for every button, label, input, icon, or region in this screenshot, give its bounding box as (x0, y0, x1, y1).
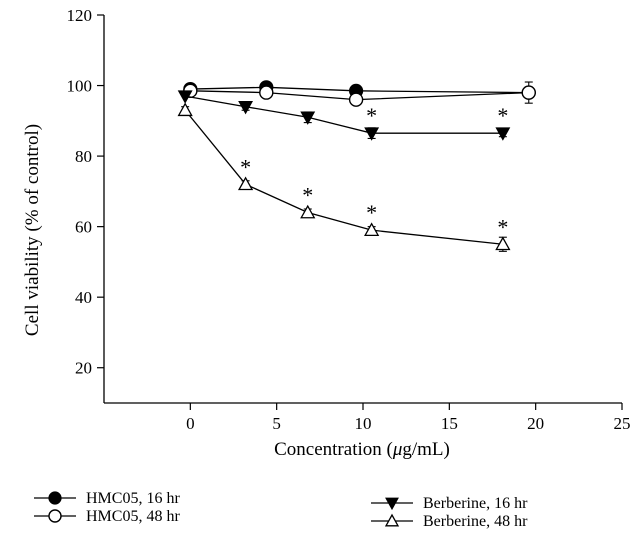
series-line (190, 86, 529, 94)
x-tick-label: 25 (614, 414, 631, 433)
x-tick-label: 20 (527, 414, 544, 433)
data-point-marker (238, 100, 254, 115)
significance-asterisk: * (497, 214, 508, 239)
data-point-marker (300, 111, 316, 125)
x-axis-label: Concentration (μg/mL) (274, 439, 450, 460)
series-2 (183, 81, 536, 107)
y-tick-label: 80 (75, 147, 92, 166)
series-line (190, 90, 529, 101)
x-tick-label: 0 (186, 414, 195, 433)
data-point-marker (348, 92, 364, 107)
data-point-marker (384, 513, 400, 527)
significance-asterisk: * (302, 183, 313, 208)
data-point-marker (300, 204, 316, 219)
data-point-marker (364, 222, 380, 237)
data-point-marker (237, 176, 254, 191)
data-point-marker (495, 236, 511, 251)
legend-label: HMC05, 16 hr (86, 490, 180, 507)
significance-asterisk: * (366, 200, 377, 225)
y-tick-label: 60 (75, 218, 92, 237)
legend-item: Berberine, 48 hr (371, 513, 528, 530)
axes (103, 15, 622, 404)
legend-label: Berberine, 48 hr (423, 513, 528, 530)
significance-asterisk: * (240, 154, 251, 179)
data-point-marker (259, 85, 274, 100)
data-point-marker (364, 127, 380, 141)
data-point-marker (48, 509, 62, 523)
data-point-marker (385, 497, 399, 511)
y-tick-label: 40 (75, 288, 92, 307)
legend-label: Berberine, 16 hr (423, 495, 528, 512)
series-3: * * (177, 90, 511, 141)
plot-area: * ***** (177, 80, 536, 252)
legend-item: HMC05, 48 hr (34, 508, 180, 525)
x-tick-label: 5 (272, 414, 281, 433)
series-line (185, 95, 503, 134)
significance-asterisk: * (366, 103, 377, 128)
x-tick-label: 10 (355, 414, 372, 433)
x-tick-label: 15 (441, 414, 458, 433)
data-point-marker (521, 85, 536, 100)
y-tick-label: 20 (75, 359, 92, 378)
y-tick-label: 100 (67, 77, 93, 96)
data-point-marker (177, 90, 193, 104)
data-point-marker (48, 491, 62, 505)
y-tick-label: 120 (67, 6, 93, 25)
legend-label: HMC05, 48 hr (86, 508, 180, 525)
series-4: * * * * (177, 102, 511, 252)
data-point-marker (177, 102, 193, 117)
legend-item: HMC05, 16 hr (34, 490, 180, 507)
series-line (184, 109, 503, 245)
y-ticks: 20 40 60 80 100 120 (67, 6, 104, 378)
significance-asterisk: * (497, 103, 508, 128)
x-ticks: 0 5 10 15 20 25 (186, 403, 631, 433)
legend-item: Berberine, 16 hr (371, 495, 528, 512)
y-axis-label: Cell viability (% of control) (22, 124, 43, 336)
data-point-marker (495, 127, 511, 141)
